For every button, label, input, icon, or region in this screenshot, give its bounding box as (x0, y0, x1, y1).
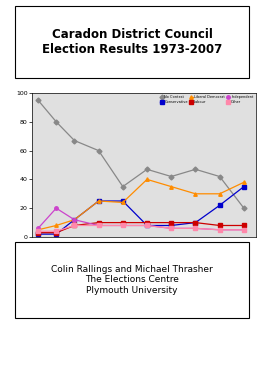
Labour (121, 220, 124, 225)
Independent (194, 226, 197, 231)
Liberal Democrat (170, 184, 173, 189)
Independent (55, 206, 58, 210)
Other (194, 226, 197, 231)
Independent (242, 228, 246, 232)
No Contest (73, 138, 76, 143)
Text: Caradon District Council
Election Results 1973-2007: Caradon District Council Election Result… (42, 28, 222, 56)
Liberal Democrat (121, 200, 124, 205)
Other (55, 229, 58, 233)
Conservative (36, 232, 40, 236)
Line: Labour: Labour (36, 221, 246, 234)
Conservative (97, 199, 100, 203)
No Contest (242, 206, 246, 210)
Line: Conservative: Conservative (36, 185, 246, 236)
Conservative (55, 232, 58, 236)
Independent (36, 226, 40, 231)
Line: Other: Other (36, 224, 246, 233)
Conservative (145, 223, 149, 228)
Other (97, 223, 100, 228)
Labour (170, 220, 173, 225)
Independent (121, 223, 124, 228)
Labour (242, 223, 246, 228)
Independent (73, 217, 76, 222)
Liberal Democrat (73, 217, 76, 222)
Line: No Contest: No Contest (36, 98, 246, 210)
No Contest (36, 98, 40, 103)
Line: Independent: Independent (36, 207, 246, 232)
Conservative (73, 217, 76, 222)
FancyBboxPatch shape (15, 6, 249, 78)
Independent (145, 223, 149, 228)
Liberal Democrat (145, 177, 149, 182)
Liberal Democrat (97, 199, 100, 203)
Labour (73, 223, 76, 228)
Conservative (170, 223, 173, 228)
No Contest (97, 148, 100, 153)
Labour (145, 220, 149, 225)
Other (36, 229, 40, 233)
Independent (97, 223, 100, 228)
Independent (218, 228, 221, 232)
Line: Liberal Democrat: Liberal Democrat (36, 178, 246, 232)
Independent (170, 226, 173, 231)
Liberal Democrat (36, 228, 40, 232)
FancyBboxPatch shape (15, 242, 249, 318)
Other (218, 228, 221, 232)
Liberal Democrat (218, 192, 221, 196)
Labour (194, 220, 197, 225)
Labour (55, 231, 58, 235)
Labour (97, 220, 100, 225)
Other (121, 223, 124, 228)
No Contest (170, 174, 173, 179)
Labour (36, 231, 40, 235)
No Contest (218, 174, 221, 179)
Conservative (242, 184, 246, 189)
No Contest (194, 167, 197, 172)
Liberal Democrat (242, 180, 246, 185)
No Contest (121, 184, 124, 189)
Conservative (121, 199, 124, 203)
Conservative (218, 203, 221, 207)
No Contest (55, 120, 58, 124)
Liberal Democrat (194, 192, 197, 196)
No Contest (145, 167, 149, 172)
Other (73, 223, 76, 228)
Other (145, 223, 149, 228)
Labour (218, 223, 221, 228)
Conservative (194, 220, 197, 225)
Legend: No Contest, Conservative, Liberal Democrat, Labour, Independent, Other: No Contest, Conservative, Liberal Democr… (159, 95, 254, 104)
Text: Colin Rallings and Michael Thrasher
The Elections Centre
Plymouth University: Colin Rallings and Michael Thrasher The … (51, 265, 213, 295)
Liberal Democrat (55, 223, 58, 228)
Other (242, 228, 246, 232)
Other (170, 226, 173, 231)
